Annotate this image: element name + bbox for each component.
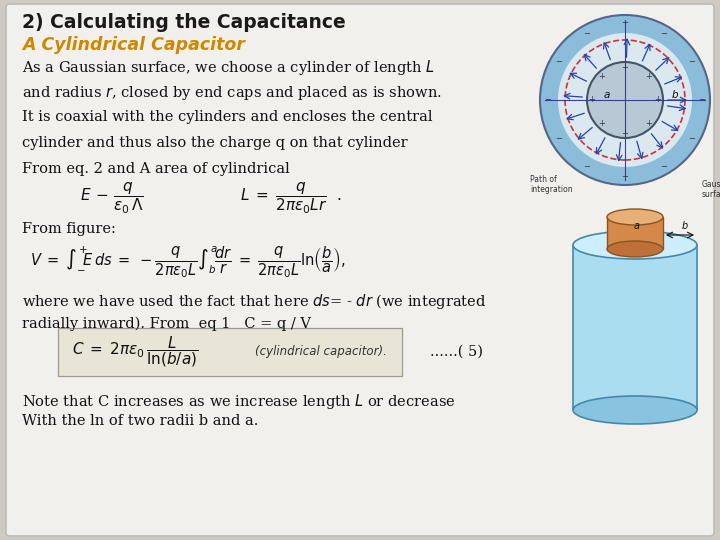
Text: ......( 5): ......( 5): [430, 345, 483, 359]
Text: −: −: [688, 134, 696, 143]
Text: −: −: [698, 96, 706, 105]
Text: where we have used the fact that here $ds$= - $dr$ (we integrated: where we have used the fact that here $d…: [22, 292, 487, 311]
Text: −: −: [583, 162, 590, 171]
Polygon shape: [607, 217, 663, 249]
Text: $C\;=\;2\pi\varepsilon_0\,\dfrac{L}{\ln(b/a)}$: $C\;=\;2\pi\varepsilon_0\,\dfrac{L}{\ln(…: [72, 335, 199, 369]
Text: Gaussian
surface: Gaussian surface: [702, 180, 720, 199]
Text: $V\;=\;\int_{-}^{+}\!\!E\,ds\;=\;-\dfrac{q}{2\pi\varepsilon_0 L}\int_{b}^{a}\!\d: $V\;=\;\int_{-}^{+}\!\!E\,ds\;=\;-\dfrac…: [30, 244, 346, 280]
Text: From figure:: From figure:: [22, 222, 116, 236]
Text: −: −: [583, 29, 590, 38]
Text: As a Gaussian surface, we choose a cylinder of length $L$: As a Gaussian surface, we choose a cylin…: [22, 58, 435, 77]
Text: radially inward). From  eq 1   C = q / V: radially inward). From eq 1 C = q / V: [22, 317, 311, 332]
Text: Total charge $-q$: Total charge $-q$: [658, 0, 720, 1]
Text: +: +: [598, 119, 605, 128]
Polygon shape: [573, 245, 697, 410]
Ellipse shape: [607, 241, 663, 257]
Text: From eq. 2 and A area of cylindrical: From eq. 2 and A area of cylindrical: [22, 162, 289, 176]
Text: A Cylindrical Capacitor: A Cylindrical Capacitor: [22, 36, 245, 54]
Text: Note that C increases as we increase length $L$ or decrease: Note that C increases as we increase len…: [22, 392, 456, 411]
Text: cylinder and thus also the charge q on that cylinder: cylinder and thus also the charge q on t…: [22, 136, 408, 150]
Text: $L\;=\;\dfrac{q}{2\pi\varepsilon_0 Lr}$  .: $L\;=\;\dfrac{q}{2\pi\varepsilon_0 Lr}$ …: [240, 180, 341, 216]
Text: With the ln of two radii b and a.: With the ln of two radii b and a.: [22, 414, 258, 428]
Text: −: −: [621, 172, 629, 181]
Text: −: −: [555, 57, 562, 66]
Text: +: +: [654, 96, 662, 105]
Text: 2) Calculating the Capacitance: 2) Calculating the Capacitance: [22, 13, 346, 32]
Text: Total charge $+q$: Total charge $+q$: [539, 0, 602, 1]
Text: $E\,-\,\dfrac{q}{\varepsilon_0\,\Lambda}$: $E\,-\,\dfrac{q}{\varepsilon_0\,\Lambda}…: [80, 180, 144, 216]
FancyBboxPatch shape: [58, 328, 402, 376]
Text: and radius $r$, closed by end caps and placed as is shown.: and radius $r$, closed by end caps and p…: [22, 84, 442, 102]
Text: −: −: [555, 134, 562, 143]
Ellipse shape: [540, 15, 710, 185]
Text: +: +: [621, 129, 629, 138]
Ellipse shape: [587, 62, 663, 138]
Text: (cylindrical capacitor).: (cylindrical capacitor).: [255, 346, 387, 359]
Ellipse shape: [573, 396, 697, 424]
Text: a: a: [604, 90, 610, 100]
Text: −: −: [544, 96, 552, 105]
Text: +: +: [645, 72, 652, 81]
Text: Path of
integration: Path of integration: [530, 175, 572, 194]
Text: −: −: [660, 29, 667, 38]
Text: +: +: [645, 119, 652, 128]
Text: −: −: [660, 162, 667, 171]
Ellipse shape: [573, 231, 697, 259]
FancyBboxPatch shape: [6, 4, 714, 536]
Text: b: b: [672, 90, 678, 100]
Ellipse shape: [607, 209, 663, 225]
Text: −: −: [688, 57, 696, 66]
Text: b: b: [682, 221, 688, 231]
Text: It is coaxial with the cylinders and encloses the central: It is coaxial with the cylinders and enc…: [22, 110, 433, 124]
Ellipse shape: [558, 33, 692, 167]
Text: −: −: [621, 18, 629, 28]
Text: +: +: [588, 96, 595, 105]
Text: a: a: [634, 221, 640, 231]
Text: +: +: [621, 63, 629, 71]
Text: +: +: [598, 72, 605, 81]
